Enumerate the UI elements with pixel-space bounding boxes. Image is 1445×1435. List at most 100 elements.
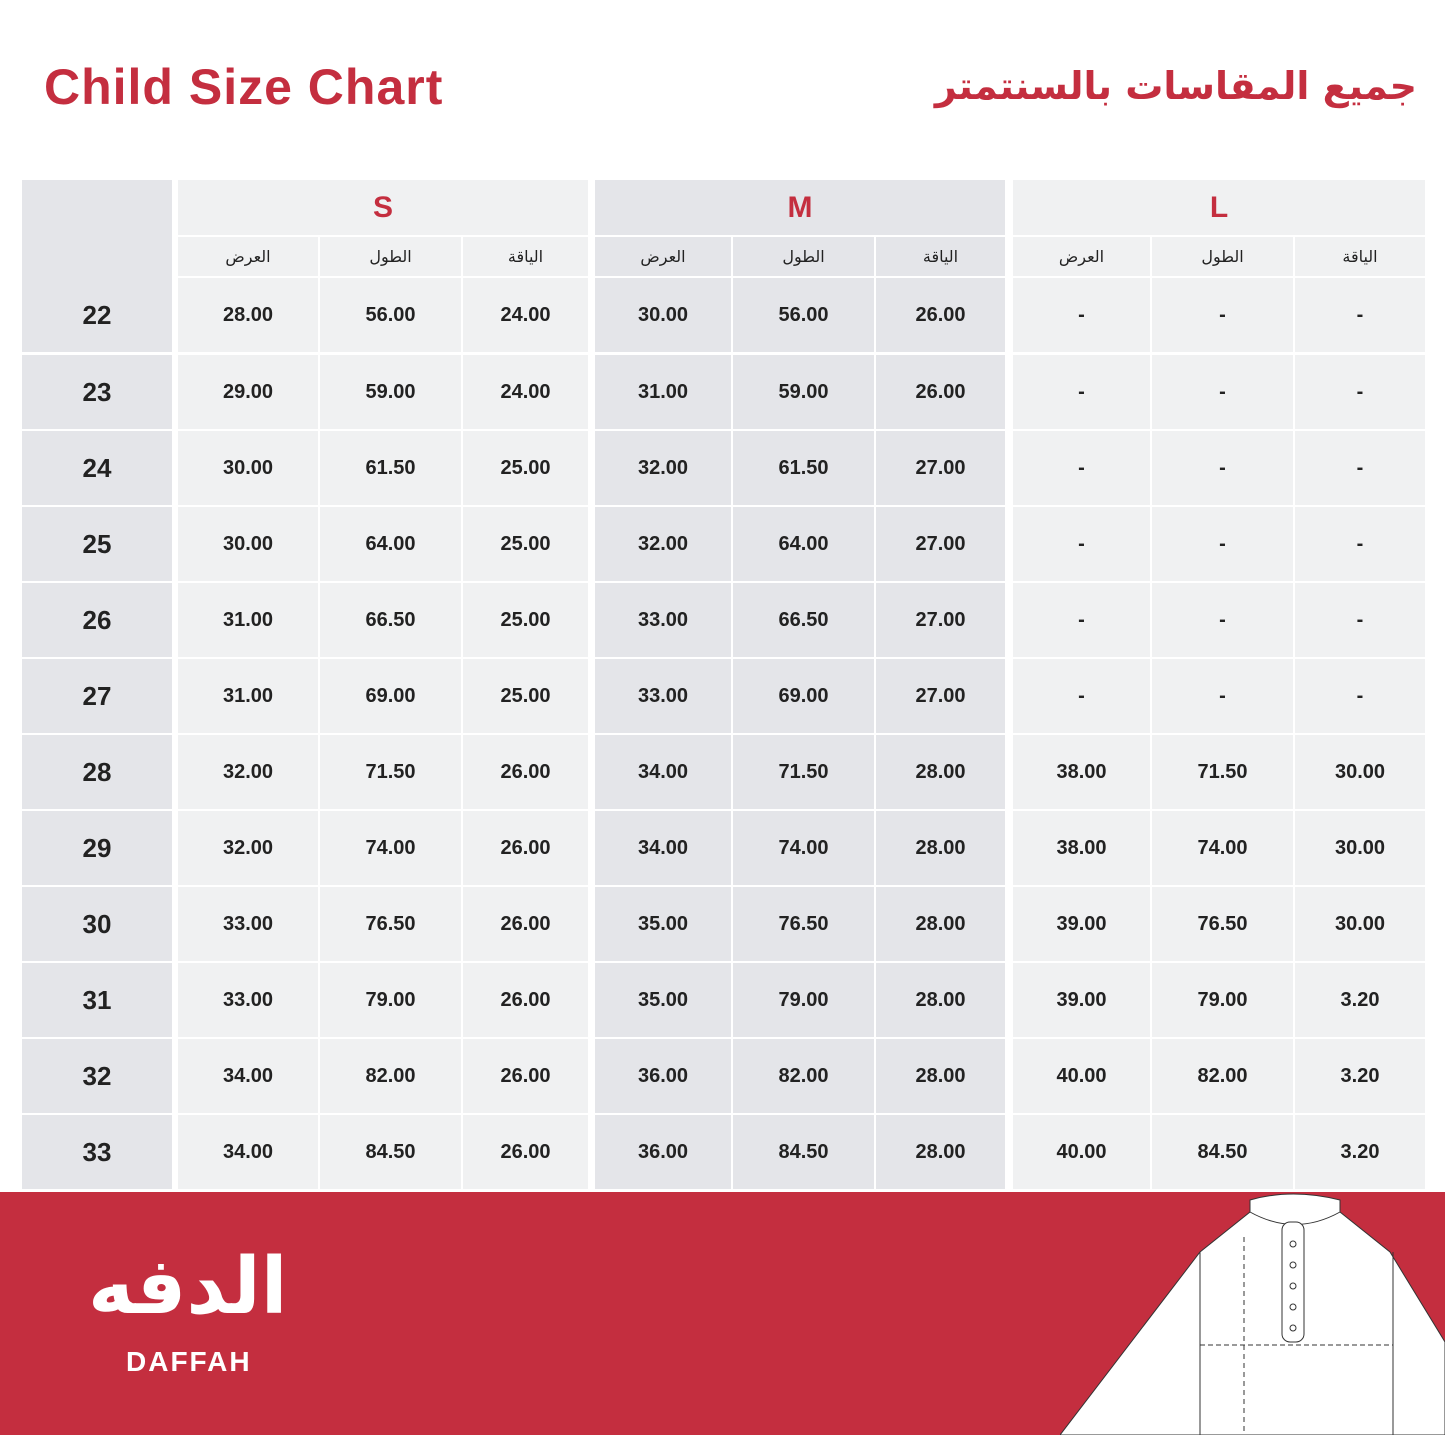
table-cell: 84.50 xyxy=(1152,1115,1293,1189)
table-cell: - xyxy=(1013,583,1150,657)
table-cell: 82.00 xyxy=(1152,1039,1293,1113)
table-cell: 66.50 xyxy=(320,583,461,657)
table-cell: 76.50 xyxy=(320,887,461,961)
footer-banner: الدفه DAFFAH xyxy=(0,1192,1445,1435)
table-cell: - xyxy=(1295,583,1425,657)
table-cell: 24.00 xyxy=(463,355,588,429)
table-cell: 64.00 xyxy=(733,507,874,581)
table-cell: 32.00 xyxy=(178,735,318,809)
table-cell: 71.50 xyxy=(1152,735,1293,809)
table-cell: 64.00 xyxy=(320,507,461,581)
table-cell: 26.00 xyxy=(463,1039,588,1113)
table-cell: 36.00 xyxy=(595,1039,731,1113)
table-cell: 74.00 xyxy=(733,811,874,885)
table-cell: 26.00 xyxy=(463,735,588,809)
table-cell: 25.00 xyxy=(463,431,588,505)
column-header: الطول xyxy=(320,237,461,276)
table-cell: 3.20 xyxy=(1295,963,1425,1037)
table-cell: 32.00 xyxy=(595,507,731,581)
size-header-m: M xyxy=(595,180,1005,235)
row-label: 22 xyxy=(22,278,172,352)
table-cell: 84.50 xyxy=(320,1115,461,1189)
table-cell: - xyxy=(1295,659,1425,733)
table-cell: 79.00 xyxy=(1152,963,1293,1037)
table-cell: 76.50 xyxy=(733,887,874,961)
table-cell: 35.00 xyxy=(595,887,731,961)
table-cell: 30.00 xyxy=(595,278,731,352)
table-cell: 59.00 xyxy=(320,355,461,429)
size-header-s: S xyxy=(178,180,588,235)
table-cell: - xyxy=(1152,659,1293,733)
row-label: 32 xyxy=(22,1039,172,1113)
table-cell: - xyxy=(1152,355,1293,429)
corner-cell xyxy=(22,180,172,278)
table-cell: 30.00 xyxy=(178,507,318,581)
column-header: العرض xyxy=(1013,237,1150,276)
thobe-icon xyxy=(1060,1193,1445,1435)
table-cell: 39.00 xyxy=(1013,887,1150,961)
table-cell: 34.00 xyxy=(178,1039,318,1113)
column-header: الياقة xyxy=(1295,237,1425,276)
row-label: 29 xyxy=(22,811,172,885)
row-label: 24 xyxy=(22,431,172,505)
table-cell: 36.00 xyxy=(595,1115,731,1189)
table-cell: 33.00 xyxy=(178,887,318,961)
table-cell: 25.00 xyxy=(463,507,588,581)
table-cell: 82.00 xyxy=(733,1039,874,1113)
table-cell: 32.00 xyxy=(178,811,318,885)
row-label: 25 xyxy=(22,507,172,581)
table-cell: 33.00 xyxy=(178,963,318,1037)
table-cell: - xyxy=(1295,355,1425,429)
table-cell: 34.00 xyxy=(178,1115,318,1189)
table-cell: 74.00 xyxy=(1152,811,1293,885)
table-cell: 79.00 xyxy=(320,963,461,1037)
table-cell: 30.00 xyxy=(1295,887,1425,961)
table-cell: 34.00 xyxy=(595,735,731,809)
brand-logo-english: DAFFAH xyxy=(126,1346,252,1377)
table-cell: - xyxy=(1295,431,1425,505)
table-cell: 24.00 xyxy=(463,278,588,352)
row-label: 30 xyxy=(22,887,172,961)
table-cell: - xyxy=(1152,507,1293,581)
table-cell: 27.00 xyxy=(876,659,1005,733)
column-header: الياقة xyxy=(876,237,1005,276)
table-cell: 71.50 xyxy=(320,735,461,809)
table-cell: 27.00 xyxy=(876,583,1005,657)
table-cell: - xyxy=(1013,659,1150,733)
table-cell: 30.00 xyxy=(1295,735,1425,809)
table-cell: - xyxy=(1152,431,1293,505)
table-cell: 79.00 xyxy=(733,963,874,1037)
table-cell: 31.00 xyxy=(595,355,731,429)
table-cell: 27.00 xyxy=(876,507,1005,581)
table-cell: 35.00 xyxy=(595,963,731,1037)
table-cell: - xyxy=(1152,278,1293,352)
page-title-arabic: جميع المقاسات بالسنتمتر xyxy=(934,64,1417,108)
table-cell: 26.00 xyxy=(876,355,1005,429)
table-cell: 76.50 xyxy=(1152,887,1293,961)
table-cell: 56.00 xyxy=(733,278,874,352)
table-cell: 28.00 xyxy=(876,1039,1005,1113)
table-cell: 25.00 xyxy=(463,583,588,657)
table-cell: - xyxy=(1013,431,1150,505)
table-cell: 34.00 xyxy=(595,811,731,885)
row-label: 23 xyxy=(22,355,172,429)
table-cell: 38.00 xyxy=(1013,811,1150,885)
size-header-l: L xyxy=(1013,180,1425,235)
table-cell: 33.00 xyxy=(595,583,731,657)
table-cell: 30.00 xyxy=(178,431,318,505)
table-cell: 61.50 xyxy=(320,431,461,505)
table-cell: 61.50 xyxy=(733,431,874,505)
table-cell: 69.00 xyxy=(733,659,874,733)
table-cell: - xyxy=(1013,278,1150,352)
table-cell: 59.00 xyxy=(733,355,874,429)
page-title: Child Size Chart xyxy=(44,59,444,115)
table-cell: 71.50 xyxy=(733,735,874,809)
table-cell: 26.00 xyxy=(463,963,588,1037)
table-cell: 40.00 xyxy=(1013,1115,1150,1189)
table-cell: 31.00 xyxy=(178,583,318,657)
table-cell: 27.00 xyxy=(876,431,1005,505)
table-cell: 25.00 xyxy=(463,659,588,733)
table-cell: 56.00 xyxy=(320,278,461,352)
table-cell: 3.20 xyxy=(1295,1115,1425,1189)
table-cell: 28.00 xyxy=(876,963,1005,1037)
